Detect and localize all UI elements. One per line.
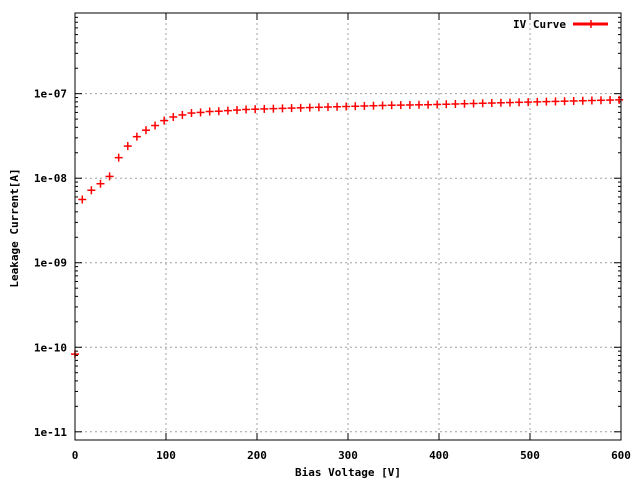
y-tick-label: 1e-07: [34, 88, 67, 101]
tick-labels: 0 100 200 300 400 500 600 1e-11 1e-10 1e-09 1e-08 1…: [34, 88, 631, 462]
data-point: [578, 96, 587, 105]
data-point: [615, 95, 624, 104]
legend-label-iv-curve: IV Curve: [513, 18, 566, 31]
data-point: [524, 98, 533, 107]
data-point: [542, 97, 551, 106]
data-point: [105, 172, 114, 181]
data-point: [442, 100, 451, 109]
data-point: [551, 97, 560, 106]
iv-curve-points: [71, 95, 624, 359]
data-point: [123, 142, 132, 151]
y-tick-label: 1e-11: [34, 426, 67, 439]
data-point: [460, 99, 469, 108]
data-point: [515, 98, 524, 107]
data-point: [505, 98, 514, 107]
y-axis-label: Leakage Current[A]: [8, 168, 21, 287]
data-point: [151, 121, 160, 130]
data-point: [424, 100, 433, 109]
data-point: [606, 96, 615, 105]
data-point: [469, 99, 478, 108]
data-point: [433, 100, 442, 109]
data-point: [414, 100, 423, 109]
data-point: [478, 99, 487, 108]
data-point: [378, 101, 387, 110]
data-point: [96, 179, 105, 188]
x-axis-label: Bias Voltage [V]: [295, 466, 401, 479]
x-tick-label: 600: [611, 449, 631, 462]
y-tick-label: 1e-09: [34, 257, 67, 270]
x-tick-label: 400: [429, 449, 449, 462]
legend: IV Curve: [513, 18, 608, 31]
data-point: [269, 104, 278, 113]
data-point: [587, 96, 596, 105]
data-point: [232, 106, 241, 115]
axis-ticks: [74, 12, 622, 440]
data-point: [451, 99, 460, 108]
data-point: [333, 102, 342, 111]
data-point: [351, 102, 360, 111]
data-point: [533, 97, 542, 106]
data-point: [305, 103, 314, 112]
data-point: [132, 132, 141, 141]
data-point: [296, 103, 305, 112]
data-point: [187, 109, 196, 118]
data-point: [242, 105, 251, 114]
x-tick-label: 200: [247, 449, 267, 462]
data-point: [278, 104, 287, 113]
data-point: [87, 186, 96, 195]
x-tick-label: 100: [156, 449, 176, 462]
data-point: [169, 112, 178, 121]
y-tick-label: 1e-08: [34, 172, 67, 185]
x-tick-label: 0: [72, 449, 79, 462]
data-point: [196, 108, 205, 117]
data-point: [387, 101, 396, 110]
data-point: [178, 110, 187, 119]
data-point: [342, 102, 351, 111]
x-tick-label: 500: [520, 449, 540, 462]
data-point: [569, 96, 578, 105]
data-point: [251, 105, 260, 114]
data-point: [314, 103, 323, 112]
data-point: [496, 98, 505, 107]
data-point: [260, 104, 269, 113]
data-point: [369, 101, 378, 110]
data-point: [287, 104, 296, 113]
data-point: [141, 126, 150, 135]
data-point: [560, 97, 569, 106]
x-tick-label: 300: [338, 449, 358, 462]
data-point: [114, 153, 123, 162]
data-point: [396, 101, 405, 110]
data-point: [323, 103, 332, 112]
plot-frame: [74, 12, 622, 441]
grid-lines: [75, 13, 621, 440]
data-point: [214, 107, 223, 116]
y-tick-label: 1e-10: [34, 341, 67, 354]
data-point: [205, 107, 214, 116]
data-point: [596, 96, 605, 105]
data-point: [78, 195, 87, 204]
data-point: [160, 116, 169, 125]
data-point: [223, 106, 232, 115]
data-point: [405, 100, 414, 109]
data-point: [487, 99, 496, 108]
data-point: [360, 101, 369, 110]
